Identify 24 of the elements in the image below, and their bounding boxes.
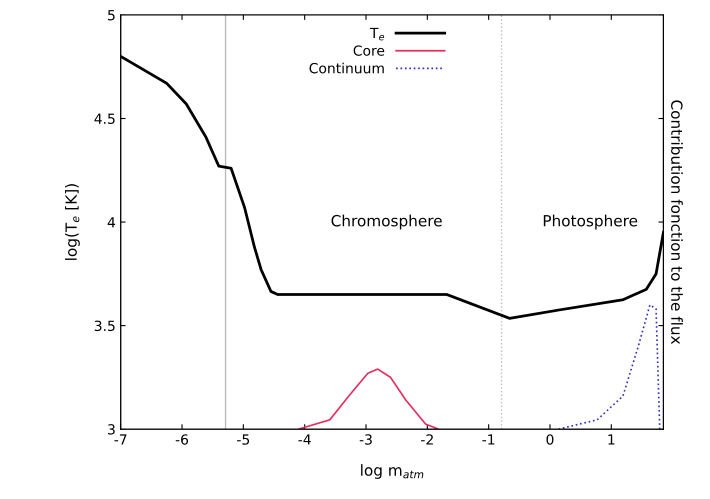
- y-tick-label: 3: [108, 424, 115, 435]
- x-tick-label: -2: [421, 434, 433, 445]
- legend-label: Core: [354, 45, 384, 56]
- x-tick-label: -7: [114, 434, 126, 445]
- x-tick-label: -6: [176, 434, 188, 445]
- x-tick-label: 1: [608, 434, 614, 445]
- x-tick-label: 0: [546, 434, 554, 445]
- line-series: [558, 304, 661, 430]
- y-axis-title: log(T$_{e}$ [K]): [65, 184, 80, 260]
- x-tick-label: -5: [237, 434, 250, 445]
- annotation: Photosphere: [544, 214, 638, 230]
- y-tick-label: 5: [108, 10, 115, 20]
- y-tick-label: 3.5: [94, 320, 115, 332]
- x-tick-label: -4: [298, 434, 311, 445]
- y-tick-label: 4.5: [94, 114, 115, 124]
- legend-label: T$_{e}$: [370, 28, 384, 40]
- x-tick-label: -1: [482, 434, 494, 445]
- x-tick-label: -3: [360, 434, 372, 445]
- x-axis-title: log m$_{atm}$: [361, 464, 424, 479]
- y2-axis-title: Contribution fonction to the flux: [671, 100, 683, 344]
- annotation: Chromosphere: [332, 214, 442, 230]
- legend-label: Continuum: [310, 62, 384, 74]
- line-series: [298, 368, 440, 430]
- y-tick-label: 4: [108, 217, 116, 228]
